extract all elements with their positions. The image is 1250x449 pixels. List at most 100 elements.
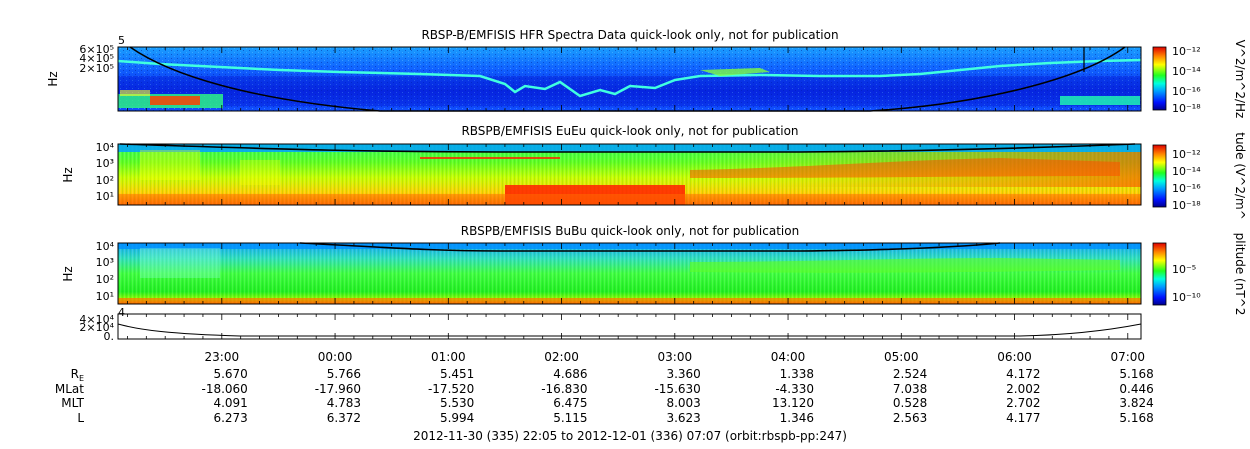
ephemeris-value: 0.446 [1119,382,1153,396]
ephemeris-value: 4.783 [327,396,361,410]
bubu-boundary-curve [299,242,1001,252]
ephemeris-value: 4.686 [553,367,587,381]
bubu-panel: RBSPB/EMFISIS BuBu quick-look only, not … [61,224,1247,315]
eueu-boundary-curve [119,143,1136,153]
bubu-ytick-4: 10⁴ [96,240,115,253]
time-label: 02:00 [544,350,579,364]
hfr-ytick-2: 2×10⁵ [79,62,114,75]
ephemeris-value: 5.994 [440,411,474,425]
ephemeris-row-name: MLat [55,382,84,396]
eueu-cbar-tick-12: 10⁻¹² [1172,148,1201,161]
hfr-cbar-label: V^2/m^2/Hz [1233,40,1247,119]
ephemeris-value: -17.520 [428,382,474,396]
eueu-ytick-3: 10³ [96,157,114,170]
ephemeris-value: 2.002 [1006,382,1040,396]
ephemeris-table: RE 5.670 5.766 5.451 4.686 3.360 1.338 2.524 4.1… [55,367,1154,425]
hfr-colorbar [1152,46,1167,111]
eueu-ytick-4: 10⁴ [96,141,115,154]
hfr-cbar-tick-18: 10⁻¹⁸ [1172,102,1201,115]
line-ytick-2: 2×10⁴ [79,321,114,334]
ephemeris-value: 3.623 [666,411,700,425]
ephemeris-value: 8.003 [666,396,700,410]
eueu-ylabel: Hz [61,167,75,182]
bubu-cbar-tick-10: 10⁻¹⁰ [1172,291,1201,304]
line-plot-area [117,313,1142,340]
ephemeris-value: 5.766 [327,367,361,381]
ephemeris-value: -17.960 [315,382,361,396]
bubu-ytick-3: 10³ [96,256,114,269]
ephemeris-value: 5.168 [1119,367,1153,381]
ephemeris-value: 0.528 [893,396,927,410]
eueu-ytick-2: 10² [96,174,114,187]
hfr-ytick-exp: 5 [118,34,125,47]
time-label: 05:00 [884,350,919,364]
time-tick-marks [127,47,1129,339]
ephemeris-row-name: MLT [61,396,84,410]
ephemeris-value: 5.115 [553,411,587,425]
eueu-colorbar [1152,144,1167,208]
ephemeris-value: 1.338 [780,367,814,381]
ephemeris-value: 6.372 [327,411,361,425]
bubu-ytick-1: 10¹ [96,290,114,303]
footer-time-range: 2012-11-30 (335) 22:05 to 2012-12-01 (33… [413,429,847,443]
bubu-title: RBSPB/EMFISIS BuBu quick-look only, not … [461,224,799,238]
ephemeris-value: 7.038 [893,382,927,396]
hfr-cbar-tick-14: 10⁻¹⁴ [1172,65,1201,78]
time-label: 07:00 [1110,350,1145,364]
ephemeris-value: 3.824 [1119,396,1153,410]
eueu-cbar-tick-18: 10⁻¹⁸ [1172,199,1201,212]
time-label: 01:00 [431,350,466,364]
ephemeris-value: 1.346 [780,411,814,425]
line-ytick-0: 0. [104,330,115,343]
time-label: 04:00 [771,350,806,364]
eueu-panel: RBSPB/EMFISIS EuEu quick-look only, not … [61,124,1247,220]
time-label: 03:00 [658,350,693,364]
ephemeris-value: 2.702 [1006,396,1040,410]
ephemeris-value: 13.120 [772,396,814,410]
line-ytick-4: 4×10⁴ [79,313,114,326]
ephemeris-row-name: RE [71,367,84,383]
eueu-cbar-tick-16: 10⁻¹⁶ [1172,182,1201,195]
hfr-title: RBSP-B/EMFISIS HFR Spectra Data quick-lo… [421,28,838,42]
ephemeris-value: -16.830 [541,382,587,396]
ephemeris-value: 4.177 [1006,411,1040,425]
bubu-ylabel: Hz [61,266,75,281]
hfr-ytick-4: 4×10⁵ [79,52,114,65]
eueu-ytick-1: 10¹ [96,190,114,203]
time-label: 23:00 [205,350,240,364]
eueu-cbar-tick-14: 10⁻¹⁴ [1172,165,1201,178]
ephemeris-value: 4.172 [1006,367,1040,381]
bubu-cbar-label: plitude (nT^2 [1233,233,1247,316]
ephemeris-value: 5.451 [440,367,474,381]
time-label: 06:00 [997,350,1032,364]
ephemeris-value: -15.630 [654,382,700,396]
ephemeris-value: 6.273 [213,411,247,425]
eueu-title: RBSPB/EMFISIS EuEu quick-look only, not … [461,124,798,138]
ephemeris-row-name: L [77,411,84,425]
hfr-panel: RBSP-B/EMFISIS HFR Spectra Data quick-lo… [46,28,1247,118]
time-label: 00:00 [318,350,353,364]
line-ytick-exp: 4 [118,306,125,319]
ephemeris-value: 6.475 [553,396,587,410]
hfr-emission-line [117,58,1142,98]
ephemeris-value: 2.524 [893,367,927,381]
line-panel: 4×10⁴ 2×10⁴ 0. 4 [79,306,1142,343]
ephemeris-value: 5.530 [440,396,474,410]
hfr-cbar-tick-12: 10⁻¹² [1172,45,1201,58]
ephemeris-value: -4.330 [775,382,814,396]
line-series [117,323,1142,337]
hfr-ylabel: Hz [46,71,60,86]
bubu-ytick-2: 10² [96,273,114,286]
time-axis-labels: 23:00 00:00 01:00 02:00 03:00 04:00 05:00 06:00… [205,350,1146,364]
ephemeris-value: 5.168 [1119,411,1153,425]
ephemeris-value: 5.670 [213,367,247,381]
bubu-colorbar [1152,242,1167,306]
ephemeris-value: -18.060 [201,382,247,396]
bubu-cbar-tick-5: 10⁻⁵ [1172,263,1196,276]
ephemeris-value: 4.091 [213,396,247,410]
hfr-ytick-6: 6×10⁵ [79,43,114,56]
ephemeris-value: 3.360 [666,367,700,381]
ephemeris-value: 2.563 [893,411,927,425]
eueu-cbar-label: tude (V^2/m^ [1233,132,1247,220]
